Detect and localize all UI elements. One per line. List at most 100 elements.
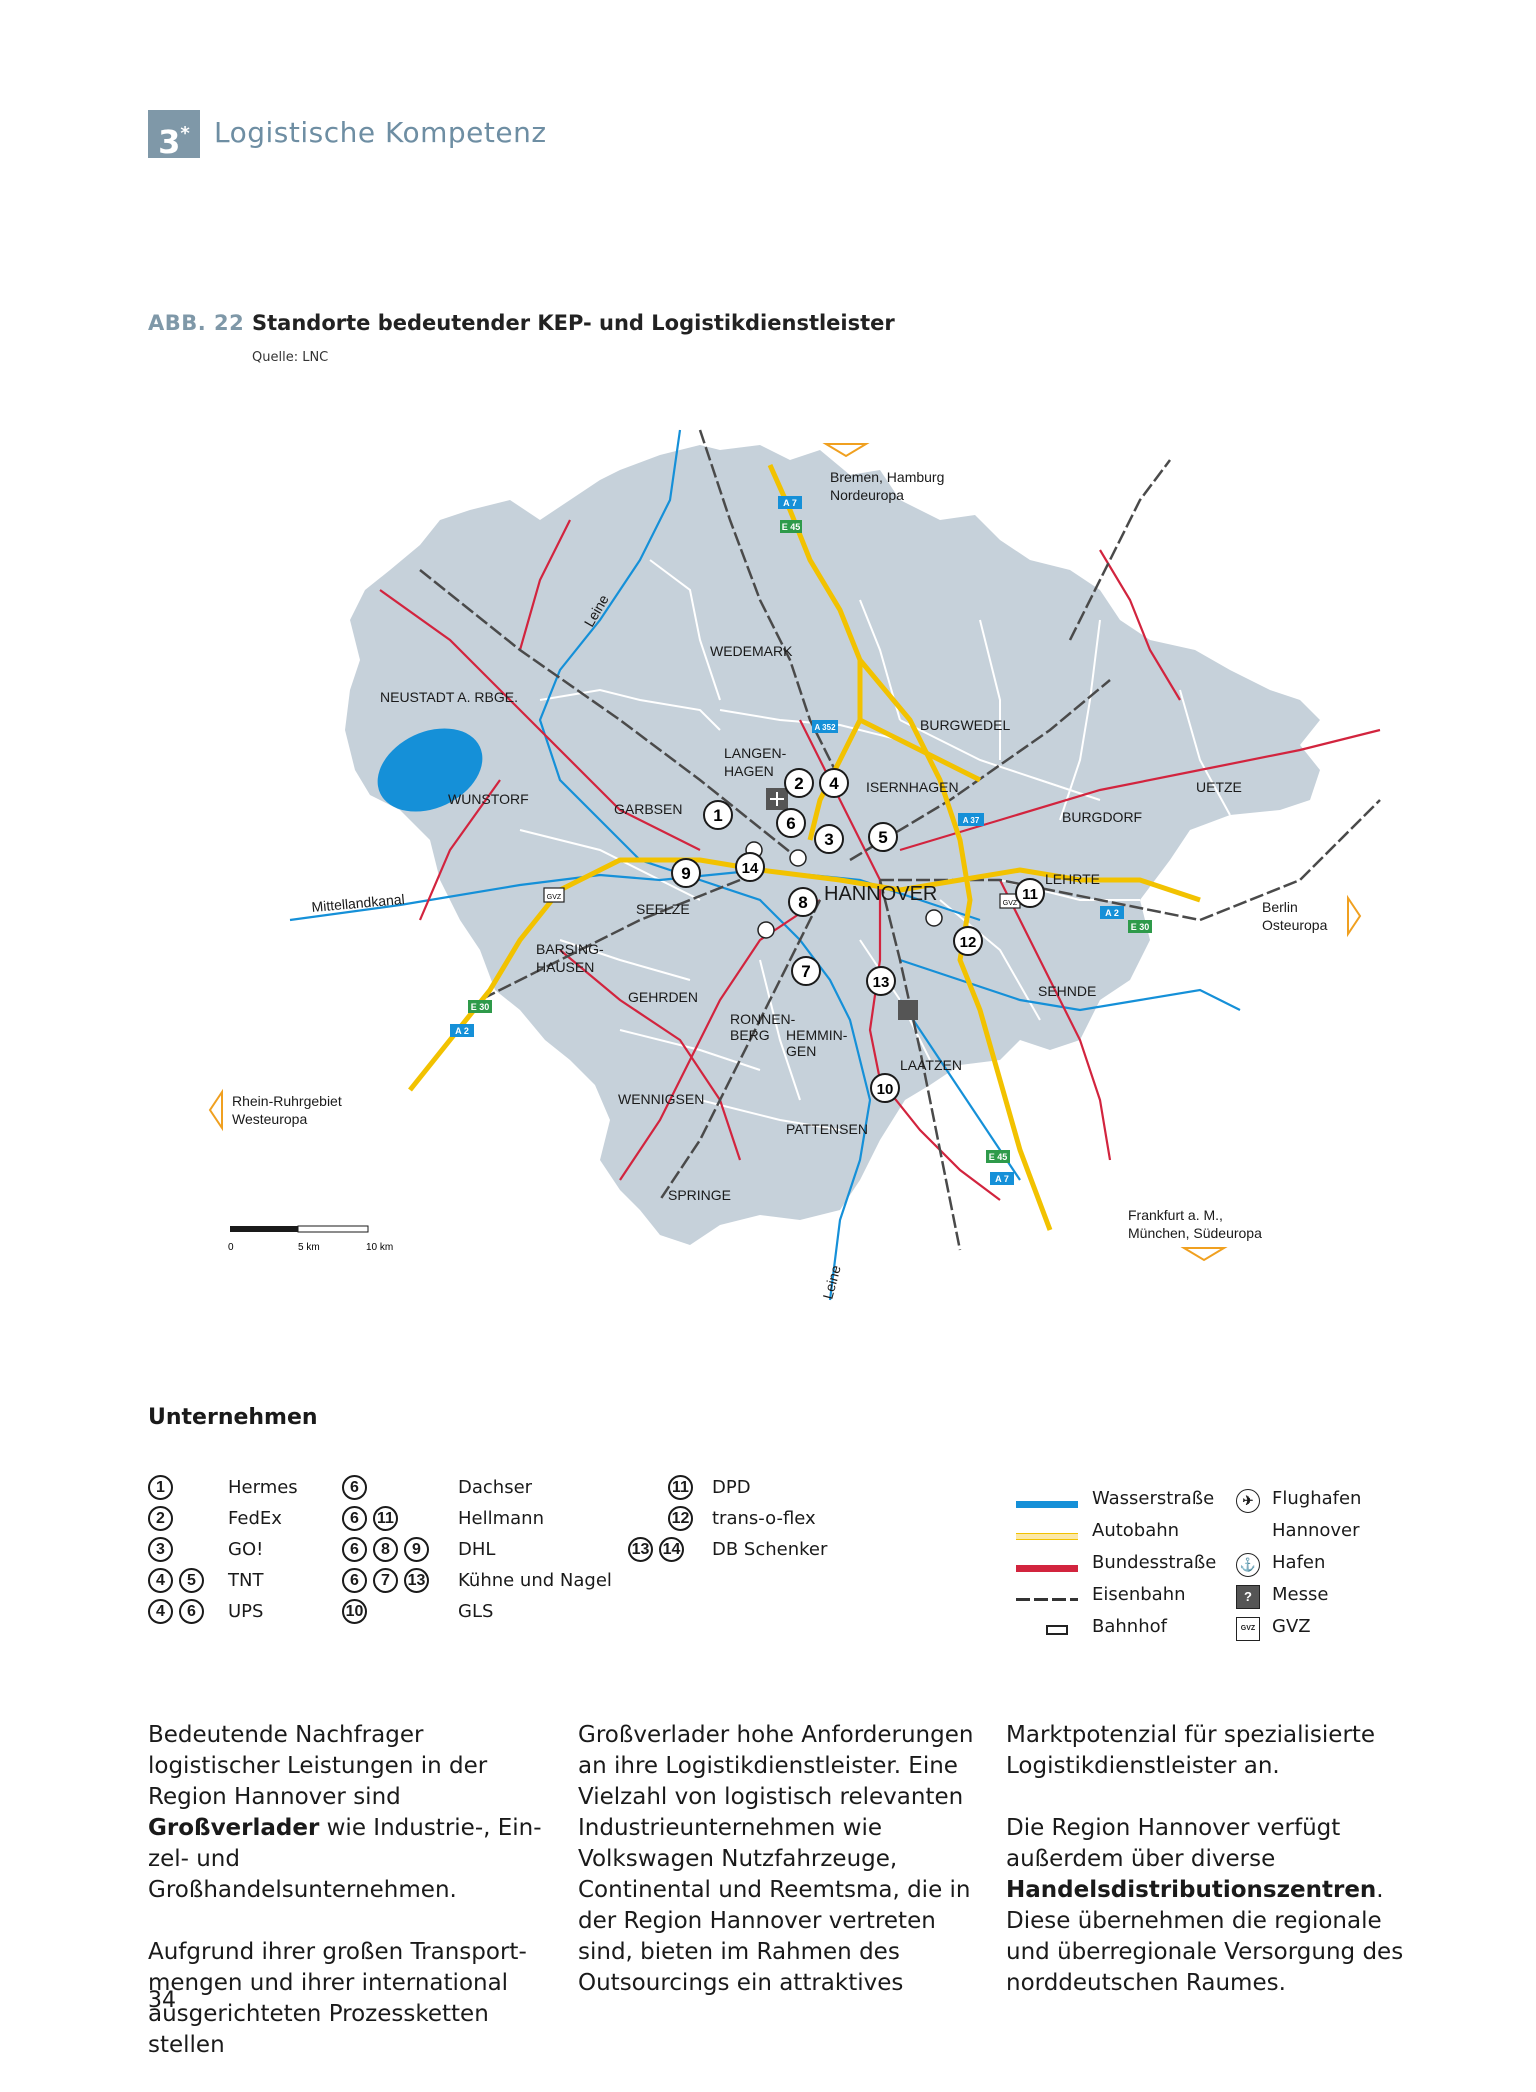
town-garbsen: GARBSEN [614,801,682,817]
col1-paragraph-2: Aufgrund ihrer großen Transport­mengen u… [148,1939,527,2058]
badge-e30-west [468,1000,492,1013]
town-barsinghausen-2: HAUSEN [536,959,594,975]
key-hannover: Hannover [1272,1520,1360,1541]
dir-north-1: Bremen, Hamburg [830,469,944,485]
legend-numbers: 6 11 [342,1506,404,1531]
steinhuder-meer [377,728,483,812]
scale-segment-2 [297,1225,369,1233]
scale-bar: 0 5 km 10 km [228,1225,393,1253]
town-pattensen: PATTENSEN [786,1121,868,1137]
badge-a2-west-text: A 2 [455,1026,469,1036]
chapter-title: Logistische Kompetenz [214,116,547,149]
badge-a352 [812,720,838,733]
marker-circle-2 [784,768,814,798]
harbor-icon-2 [789,849,807,867]
dir-west-2: Westeuropa [232,1111,307,1127]
legend-numbers: 2 [148,1506,179,1531]
scale-segment-1 [230,1226,298,1232]
badge-a7-top-text: A 7 [783,498,797,508]
legend-number-badge: 1 [148,1475,173,1500]
key-hafen: Hafen [1272,1552,1326,1573]
marker-circle-11 [1015,878,1045,908]
key-gvz: GVZ [1272,1616,1311,1637]
badge-a352-text: A 352 [814,723,836,732]
legend-company-name: DB Schenker [712,1539,828,1560]
body-column-2: Großverlader hohe Anforderungen an ihre … [578,1720,978,2030]
town-wennigsen: WENNIGSEN [618,1091,704,1107]
legend-numbers: 6 [342,1475,373,1500]
badge-a2-east [1100,906,1124,919]
key-messe: Messe [1272,1584,1329,1605]
arrow-north-icon [822,443,870,458]
col3-p2-text-b: . Diese übernehmen die regionale und übe… [1006,1877,1404,1996]
legend-company-name: GO! [228,1539,264,1560]
gvz-icon-west-text: GVZ [547,894,562,901]
legend-numbers: 3 [148,1537,179,1562]
figure-label: ABB. 22 [148,311,245,335]
marker-label-12: 12 [960,934,977,951]
legend-number-badge: 2 [148,1506,173,1531]
page-number: 34 [148,1988,176,2013]
legend-numbers: 11 [668,1475,699,1500]
legend-number-badge: 4 [148,1568,173,1593]
marker-circle-13 [866,966,896,996]
legend-heading: Unternehmen [148,1405,318,1430]
legend-company-name: DPD [712,1477,751,1498]
scale-label-10: 10 km [366,1242,393,1253]
marker-label-11: 11 [1022,886,1038,903]
marker-circle-10 [870,1073,900,1103]
town-springe: SPRINGE [668,1187,731,1203]
marker-circle-3 [814,824,844,854]
legend-numbers: 1 [148,1475,179,1500]
town-seelze: SEELZE [636,901,690,917]
arrow-south-icon [1180,1247,1228,1262]
badge-a37 [958,813,984,826]
town-langenhagen-2: HAGEN [724,763,774,779]
legend-numbers: 12 [668,1506,699,1531]
bundesstrasse-swatch [1016,1565,1078,1572]
gvz-legend-icon: GVZ [1236,1617,1260,1641]
legend-number-badge: 3 [148,1537,173,1562]
legend-numbers: 13 14 [628,1537,690,1562]
legend-numbers: 10 [342,1599,373,1624]
legend-number-badge: 6 [342,1506,367,1531]
marker-label-6: 6 [786,814,795,833]
key-bahnhof: Bahnhof [1092,1616,1167,1637]
town-ronnenberg-2: BERG [730,1027,770,1043]
legend-company-name: DHL [458,1539,496,1560]
railways [419,429,1381,1251]
figure-title: Standorte bedeutender KEP- und Logistikd… [252,311,895,335]
town-langenhagen-1: LANGEN- [724,745,787,761]
dir-north-2: Nordeuropa [830,487,904,503]
badge-e30-east-text: E 30 [1131,922,1150,932]
rivers [289,429,1241,1301]
legend-number-badge: 6 [342,1475,367,1500]
marker-label-8: 8 [798,893,807,912]
town-wunstorf: WUNSTORF [448,791,529,807]
town-wedemark: WEDEMARK [710,643,793,659]
marker-label-1: 1 [713,806,722,825]
arrow-east-icon [1347,894,1362,938]
key-flughafen: Flughafen [1272,1488,1362,1509]
town-gehrden: GEHRDEN [628,989,698,1005]
marker-label-14: 14 [742,860,759,877]
messe-icon [898,1000,918,1020]
legend-number-badge: 7 [373,1568,398,1593]
marker-label-10: 10 [877,1081,894,1098]
road-badges: A 7 E 45 A 352 A 37 A 2 E 30 E 30 A 2 E … [450,496,1152,1185]
figure-source: Quelle: LNC [252,350,329,365]
body-column-1: Bedeutende Nachfrager logistischer Leist… [148,1720,548,2092]
flughafen-icon: ✈ [1236,1489,1260,1513]
legend-number-badge: 12 [668,1506,693,1531]
legend-number-badge: 13 [628,1537,653,1562]
town-burgdorf: BURGDORF [1062,809,1142,825]
badge-a7-bottom [990,1172,1014,1185]
key-bundesstrasse: Bundesstraße [1092,1552,1217,1573]
autobahn-swatch [1016,1533,1078,1540]
marker-circle-8 [788,887,818,917]
col1-p1-bold: Großverlader [148,1815,320,1841]
col2-paragraph-1: Großverlader hohe Anforderungen an ihre … [578,1722,974,1996]
town-lehrte: LEHRTE [1045,871,1100,887]
col3-p2-bold: Handelsdistributi­onszentren [1006,1877,1377,1903]
legend-company-name: FedEx [228,1508,282,1529]
